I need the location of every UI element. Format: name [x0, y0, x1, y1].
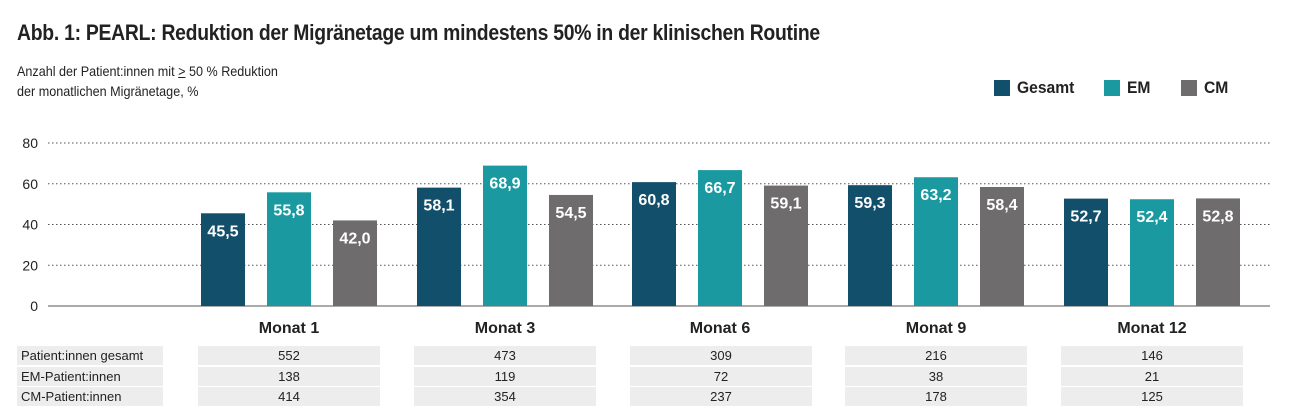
table-cell: 216 [845, 346, 1027, 365]
table-cell: 119 [414, 367, 596, 386]
data-label-em-3: 66,7 [704, 180, 735, 197]
x-category-label-4: Monat 9 [906, 320, 967, 337]
x-category-label-1: Monat 1 [259, 320, 320, 337]
table-row-label: Patient:innen gesamt [17, 346, 163, 365]
table-cell: 237 [630, 387, 812, 406]
data-label-cm-5: 52,8 [1202, 208, 1233, 225]
table-cell: 146 [1061, 346, 1243, 365]
x-category-label-5: Monat 12 [1117, 320, 1186, 337]
bar-gesamt-3 [632, 182, 676, 306]
legend-label-em: EM [1127, 78, 1151, 97]
bar-chart: 0 20 40 60 80 45,5 58,1 60,8 59,3 52,7 55,8 68,9 66,… [22, 135, 1270, 337]
bar-gesamt-4 [848, 185, 892, 306]
legend-label-cm: CM [1204, 78, 1229, 97]
legend-swatch-cm [1181, 80, 1197, 96]
data-label-gesamt-3: 60,8 [638, 192, 669, 209]
bar-cm-4 [980, 187, 1024, 306]
bar-em-5 [1130, 199, 1174, 306]
legend-item-em: EM [1104, 77, 1153, 99]
data-label-em-2: 68,9 [489, 176, 520, 193]
table-cell: 414 [198, 387, 380, 406]
subtitle-suffix: 50 % Reduktion [185, 63, 278, 79]
y-tick-label-20: 20 [22, 257, 38, 273]
bar-cm-1 [333, 220, 377, 306]
table-cell: 354 [414, 387, 596, 406]
table-row: EM-Patient:innen 138 119 72 38 21 [0, 367, 1294, 386]
subtitle-prefix: Anzahl der Patient:innen mit [17, 63, 179, 79]
table-cell: 38 [845, 367, 1027, 386]
page-title: Abb. 1: PEARL: Reduktion der Migränetage… [17, 20, 820, 45]
table-row: CM-Patient:innen 414 354 237 178 125 [0, 387, 1294, 406]
data-label-cm-4: 58,4 [986, 197, 1017, 214]
table-cell: 125 [1061, 387, 1243, 406]
table-cell: 21 [1061, 367, 1243, 386]
bar-cm-3 [764, 185, 808, 306]
subtitle-line-2: der monatlichen Migränetage, % [17, 83, 199, 99]
y-tick-label-0: 0 [30, 298, 38, 314]
data-label-em-1: 55,8 [273, 202, 304, 219]
legend-item-cm: CM [1181, 77, 1230, 99]
bar-em-3 [698, 170, 742, 306]
subtitle-line-1: Anzahl der Patient:innen mit > 50 % Redu… [17, 61, 278, 81]
bar-em-2 [483, 165, 527, 306]
table-cell: 309 [630, 346, 812, 365]
x-category-label-2: Monat 3 [475, 320, 536, 337]
data-label-gesamt-5: 52,7 [1070, 209, 1101, 226]
bar-em-1 [267, 192, 311, 306]
bar-cm-2 [549, 194, 593, 306]
bar-gesamt-2 [417, 187, 461, 306]
legend-swatch-em [1104, 80, 1120, 96]
table-cell: 72 [630, 367, 812, 386]
data-label-cm-2: 54,5 [555, 205, 586, 222]
legend-label-gesamt: Gesamt [1017, 78, 1075, 97]
data-label-em-5: 52,4 [1136, 209, 1167, 226]
data-label-gesamt-2: 58,1 [423, 198, 454, 215]
x-category-label-3: Monat 6 [690, 320, 751, 337]
bar-cm-5 [1196, 198, 1240, 306]
y-tick-label-60: 60 [22, 176, 38, 192]
legend-item-gesamt: Gesamt [994, 77, 1079, 99]
table-row-label: CM-Patient:innen [17, 387, 163, 406]
table-cell: 473 [414, 346, 596, 365]
table-row: Patient:innen gesamt 552 473 309 216 146 [0, 346, 1294, 365]
y-tick-label-40: 40 [22, 217, 38, 233]
data-label-gesamt-4: 59,3 [854, 195, 885, 212]
chart-subtitle: Anzahl der Patient:innen mit > 50 % Redu… [17, 61, 278, 101]
table-cell: 178 [845, 387, 1027, 406]
data-label-cm-3: 59,1 [770, 196, 801, 213]
bar-em-4 [914, 177, 958, 306]
data-label-cm-1: 42,0 [339, 230, 370, 247]
bar-gesamt-5 [1064, 198, 1108, 306]
legend-swatch-gesamt [994, 80, 1010, 96]
bar-gesamt-1 [201, 213, 245, 306]
table-row-label: EM-Patient:innen [17, 367, 163, 386]
subtitle-symbol: > [178, 63, 186, 79]
data-label-gesamt-1: 45,5 [207, 223, 238, 240]
data-label-em-4: 63,2 [920, 187, 951, 204]
table-cell: 138 [198, 367, 380, 386]
y-tick-label-80: 80 [22, 135, 38, 151]
table-cell: 552 [198, 346, 380, 365]
